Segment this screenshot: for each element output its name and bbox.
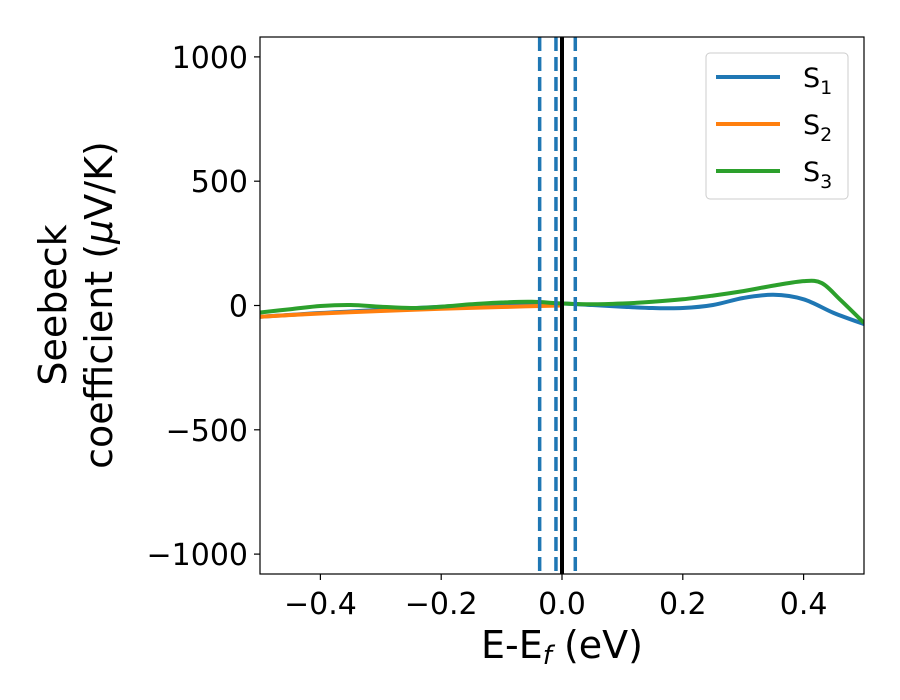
x-tick-label: 0.2 xyxy=(659,587,707,622)
x-tick-label: 0.0 xyxy=(538,587,586,622)
x-tick-label: −0.4 xyxy=(284,587,357,622)
y-tick-label: 0 xyxy=(229,290,248,325)
x-axis-title: E-Ef (eV) xyxy=(481,623,643,671)
series-line-3 xyxy=(260,278,864,325)
y-axis-title-line2: coefficient (μV/K) xyxy=(77,141,121,469)
vertical-lines-layer xyxy=(537,37,578,574)
y-axis-title: Seebeck coefficient (μV/K) xyxy=(31,141,121,469)
legend: S1 S2 S3 xyxy=(705,52,849,200)
y-tick-label: 1000 xyxy=(172,41,248,76)
legend-label-2: S2 xyxy=(803,110,832,146)
x-tick-label: −0.2 xyxy=(405,587,478,622)
y-axis-title-line1: Seebeck xyxy=(31,224,75,385)
y-axis-ticks: 1000 500 0 −500 −1000 xyxy=(147,41,260,573)
x-axis-ticks: −0.4 −0.2 0.0 0.2 0.4 xyxy=(284,574,827,622)
x-tick-label: 0.4 xyxy=(780,587,828,622)
y-tick-label: 500 xyxy=(191,165,248,200)
legend-label-3: S3 xyxy=(803,157,832,193)
y-tick-label: −500 xyxy=(166,414,248,449)
y-tick-label: −1000 xyxy=(147,538,248,573)
legend-label-1: S1 xyxy=(803,63,832,99)
